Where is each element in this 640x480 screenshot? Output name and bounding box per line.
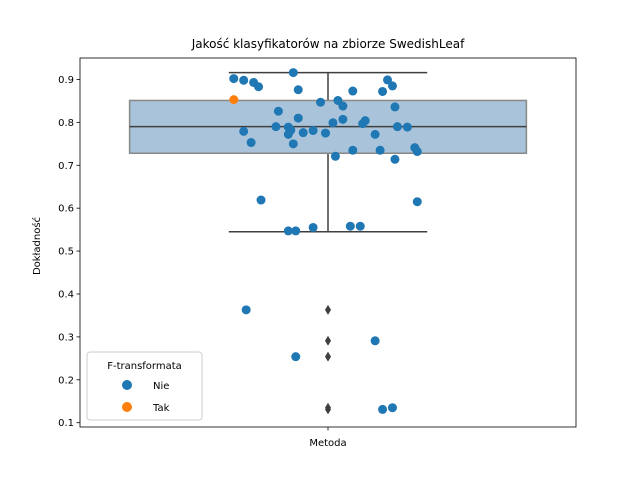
y-tick-label: 0.4 <box>58 289 74 300</box>
data-point-nie <box>383 75 393 85</box>
box-flier <box>325 351 331 362</box>
y-tick-label: 0.9 <box>58 75 74 86</box>
x-axis: Metoda <box>309 427 347 449</box>
data-point-nie <box>293 113 303 123</box>
data-point-nie <box>308 126 318 136</box>
y-axis: 0.1 0.2 0.3 0.4 0.5 0.6 0.7 0.8 0.9 <box>58 75 80 429</box>
data-point-nie <box>330 151 340 161</box>
y-tick-label: 0.1 <box>58 418 74 429</box>
data-point-nie <box>390 154 400 164</box>
strip-points <box>229 68 422 414</box>
data-point-nie <box>338 114 348 124</box>
data-point-nie <box>256 195 266 205</box>
legend: F-transformata Nie Tak <box>86 351 203 421</box>
y-tick-label: 0.7 <box>58 161 74 172</box>
data-point-nie <box>375 145 385 155</box>
data-point-nie <box>412 147 422 157</box>
data-point-nie <box>387 403 397 413</box>
data-point-nie <box>390 102 400 112</box>
data-point-nie <box>402 122 412 132</box>
data-point-nie <box>370 129 380 139</box>
data-point-nie <box>288 139 298 149</box>
data-point-nie <box>246 138 256 148</box>
data-point-nie <box>358 119 368 129</box>
data-point-nie <box>348 145 358 155</box>
boxplot <box>128 71 528 415</box>
data-point-nie <box>316 97 326 107</box>
box-flier <box>325 404 331 415</box>
legend-title: F-transformata <box>107 361 182 372</box>
plot-frame <box>79 57 577 428</box>
data-point-nie <box>239 75 249 85</box>
y-tick-label: 0.8 <box>58 118 74 129</box>
data-point-tak <box>229 95 239 105</box>
y-axis-label: Dokładność <box>31 217 43 275</box>
data-point-nie <box>345 221 355 231</box>
legend-marker-nie <box>122 380 132 390</box>
data-point-nie <box>328 118 338 128</box>
data-point-nie <box>283 129 293 139</box>
data-point-nie <box>298 128 308 138</box>
data-point-nie <box>355 221 365 231</box>
legend-label-nie: Nie <box>153 381 169 392</box>
data-point-nie <box>378 404 388 414</box>
data-point-nie <box>239 126 249 136</box>
legend-label-tak: Tak <box>152 403 170 414</box>
legend-marker-tak <box>122 402 132 412</box>
data-point-nie <box>370 336 380 346</box>
data-point-nie <box>308 222 318 232</box>
data-point-nie <box>283 226 293 236</box>
data-point-nie <box>378 86 388 96</box>
legend-frame <box>86 351 203 421</box>
data-point-nie <box>288 68 298 78</box>
x-tick-label: Metoda <box>309 438 346 449</box>
y-tick-label: 0.3 <box>58 332 74 343</box>
chart-title: Jakość klasyfikatorów na zbiorze Swedish… <box>191 37 465 51</box>
data-point-nie <box>291 352 301 362</box>
data-point-nie <box>321 128 331 138</box>
y-tick-label: 0.5 <box>58 247 74 258</box>
data-point-nie <box>412 197 422 207</box>
data-point-nie <box>291 226 301 236</box>
data-point-nie <box>293 85 303 95</box>
data-point-nie <box>273 106 283 116</box>
data-point-nie <box>387 81 397 91</box>
data-point-nie <box>229 74 239 84</box>
box-flier <box>325 304 331 315</box>
data-point-nie <box>392 122 402 132</box>
data-point-nie <box>254 82 264 92</box>
box-flier <box>325 335 331 346</box>
data-point-nie <box>348 86 358 96</box>
y-tick-label: 0.6 <box>58 204 74 215</box>
y-tick-label: 0.2 <box>58 375 74 386</box>
data-point-nie <box>271 122 281 132</box>
data-point-nie <box>241 305 251 315</box>
data-point-nie <box>338 101 348 111</box>
